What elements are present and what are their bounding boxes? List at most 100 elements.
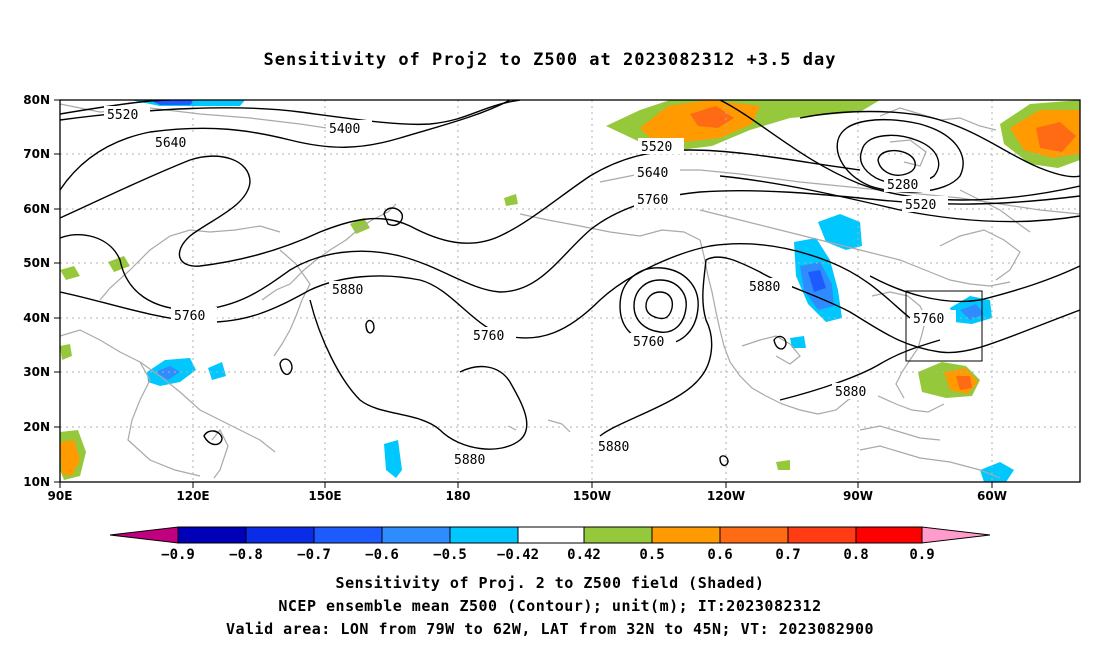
contour-5640-west (60, 149, 861, 267)
shaded-sensitivity (60, 100, 1080, 482)
plot-frame (59, 99, 1081, 483)
negative-sensitivity-patch (808, 270, 826, 292)
colorbar-segment (109, 526, 179, 544)
positive-sensitivity-patch (60, 440, 80, 476)
y-tick-label: 20N (23, 420, 50, 434)
contour-5880-pacific (309, 299, 528, 450)
y-tick-label: 60N (23, 202, 50, 216)
contour-label: 5760 (637, 193, 668, 208)
y-tick-label: 80N (23, 93, 50, 107)
contour-5880-south (779, 339, 941, 401)
positive-sensitivity-patch (60, 344, 72, 360)
colorbar-segment (381, 526, 451, 544)
colorbar-segment (583, 526, 653, 544)
small-closed-contour (719, 455, 729, 467)
cutoff-low-ring-1 (836, 119, 964, 193)
contour-label: 5880 (454, 453, 485, 468)
x-tick-label: 150E (308, 489, 341, 503)
colorbar-segment (921, 526, 991, 544)
x-tick-label: 90E (48, 489, 73, 503)
axis-ticks (54, 99, 993, 488)
contour-5760-east (869, 265, 1080, 303)
colorbar-segment (651, 526, 721, 544)
footer-caption-shaded: Sensitivity of Proj. 2 to Z500 field (Sh… (335, 574, 765, 592)
positive-sensitivity-patch (956, 376, 972, 390)
contour-label: 5280 (887, 178, 918, 193)
negative-sensitivity-patch (155, 366, 180, 380)
y-tick-label: 40N (23, 311, 50, 325)
colorbar-segment (855, 526, 923, 544)
contour-label: 5760 (473, 329, 504, 344)
colorbar-tick-label: 0.9 (909, 547, 934, 563)
footer-caption-contour: NCEP ensemble mean Z500 (Contour); unit(… (278, 597, 822, 615)
contour-label: 5760 (633, 335, 664, 350)
contour-labels: 5520 5400 5640 5520 5640 5760 5280 5520 … (104, 106, 956, 468)
small-closed-contour (365, 319, 375, 334)
positive-sensitivity-patch (350, 218, 370, 234)
colorbar-tick-label: 0.42 (567, 547, 601, 563)
contour-5640-east (719, 175, 1080, 223)
colorbar: −0.9 −0.8 −0.7 −0.6 −0.5 −0.42 0.42 0.5 … (109, 526, 991, 563)
negative-sensitivity-patch (790, 336, 806, 348)
contour-label: 5760 (913, 312, 944, 327)
negative-sensitivity-patch (208, 362, 226, 380)
positive-sensitivity-patch (60, 266, 80, 280)
contour-label: 5520 (905, 198, 936, 213)
x-tick-label: 150W (573, 489, 611, 503)
contour-label: 5880 (835, 385, 866, 400)
y-tick-label: 50N (23, 256, 50, 270)
small-closed-contour (203, 430, 223, 446)
lat-lon-grid (60, 100, 1080, 482)
contour-label: 5400 (329, 122, 360, 137)
y-tick-label: 70N (23, 147, 50, 161)
contour-label: 5880 (749, 280, 780, 295)
cutoff-low-ring-3 (877, 149, 916, 176)
y-tick-label: 10N (23, 475, 50, 489)
colorbar-tick-label: −0.9 (161, 547, 195, 563)
x-tick-label: 120W (707, 489, 745, 503)
positive-sensitivity-patch (108, 256, 130, 272)
y-tick-label: 30N (23, 365, 50, 379)
negative-sensitivity-patch (818, 214, 862, 250)
colorbar-segment (719, 526, 789, 544)
contour-label: 5640 (637, 166, 668, 181)
footer-caption-valid-area: Valid area: LON from 79W to 62W, LAT fro… (225, 620, 875, 638)
colorbar-tick-label: −0.6 (365, 547, 399, 563)
colorbar-tick-label: 0.6 (707, 547, 732, 563)
contour-5400 (60, 100, 521, 126)
positive-sensitivity-patch (1036, 122, 1076, 152)
x-tick-label: 120E (176, 489, 209, 503)
positive-sensitivity-patch (776, 460, 790, 470)
colorbar-segment (449, 526, 519, 544)
contour-label: 5640 (155, 136, 186, 151)
negative-sensitivity-patch (150, 100, 195, 105)
negative-sensitivity-patch (980, 462, 1014, 482)
positive-sensitivity-patch (690, 106, 734, 128)
contour-5880-east (599, 256, 1080, 437)
negative-sensitivity-patch (384, 440, 402, 478)
x-tick-label: 180 (445, 489, 470, 503)
x-axis-labels: 90E 120E 150E 180 150W 120W 90W 60W (48, 489, 1007, 503)
contour-5520-east (719, 100, 1080, 201)
contour-5400-east (799, 110, 1080, 178)
x-tick-label: 60W (977, 489, 1007, 503)
contour-label: 5760 (174, 309, 205, 324)
contour-label: 5880 (598, 440, 629, 455)
map-title: Sensitivity of Proj2 to Z500 at 20230823… (263, 50, 837, 70)
colorbar-segment (787, 526, 857, 544)
colorbar-tick-label: 0.7 (775, 547, 800, 563)
z500-contours (60, 100, 1080, 467)
contour-5760-west (60, 190, 1080, 311)
contour-label: 5880 (332, 283, 363, 298)
colorbar-tick-label: −0.5 (433, 547, 467, 563)
cutoff-low-ring-2 (859, 134, 940, 185)
positive-sensitivity-patch (504, 194, 518, 206)
pacific-low-ring-2 (633, 279, 687, 333)
pacific-low-ring-3 (645, 291, 674, 320)
contour-label: 5520 (107, 108, 138, 123)
valid-area-box (905, 290, 983, 362)
colorbar-tick-label: 0.8 (843, 547, 868, 563)
colorbar-tick-label: 0.5 (639, 547, 664, 563)
small-closed-contour (279, 358, 293, 375)
